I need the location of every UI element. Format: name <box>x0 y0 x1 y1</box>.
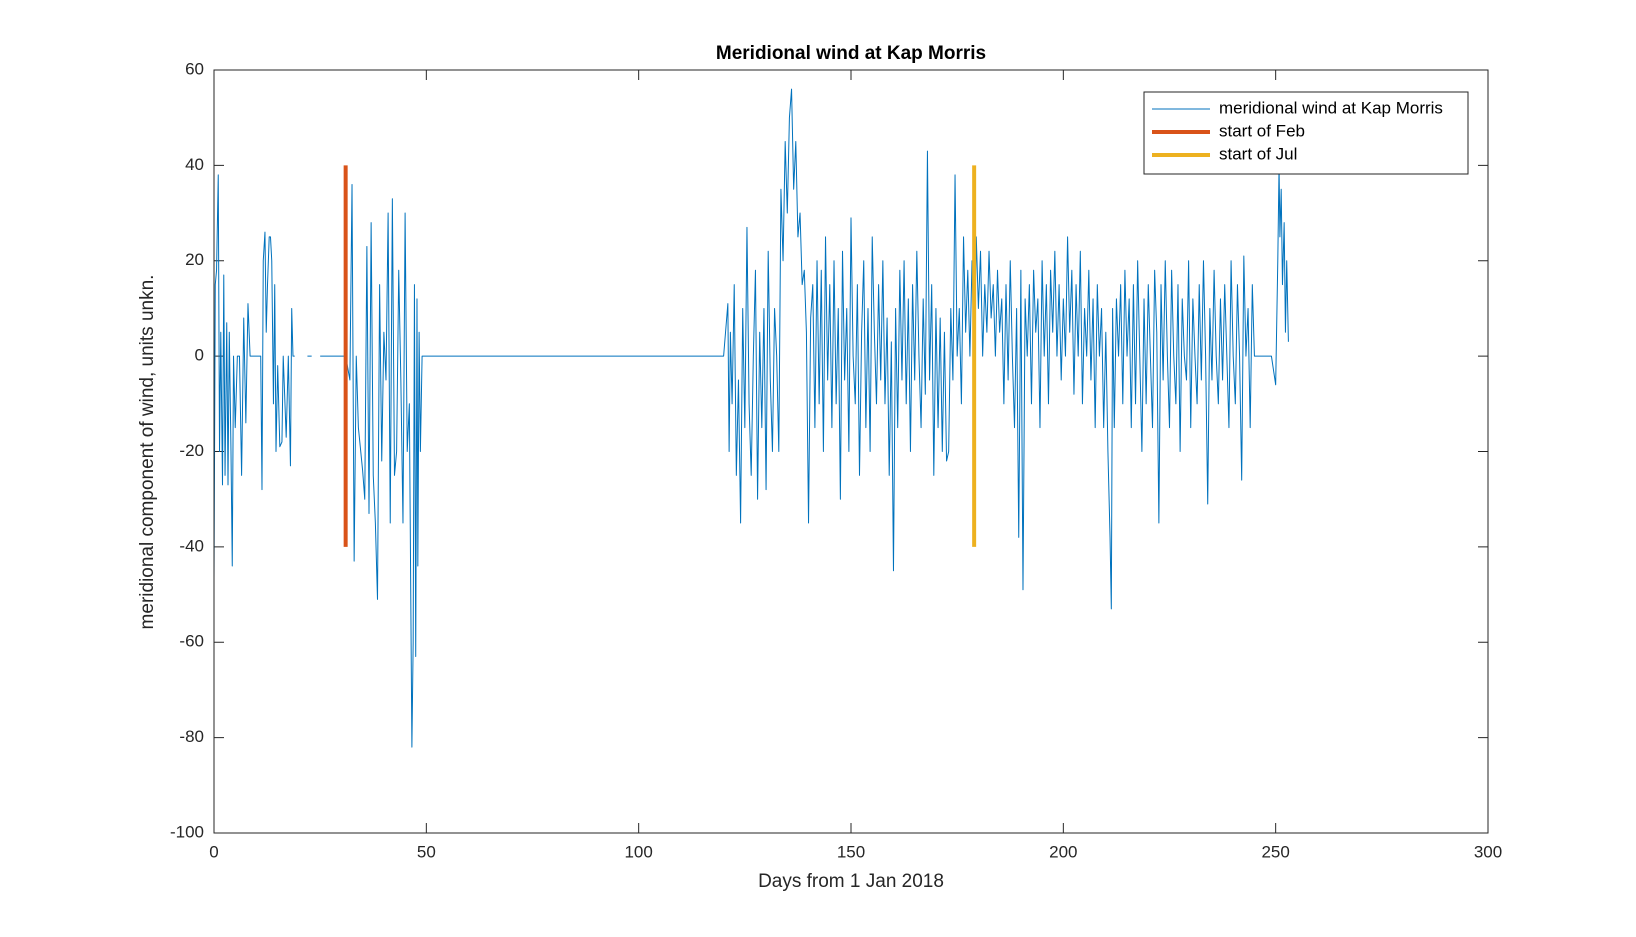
y-tick-label: -40 <box>179 536 204 555</box>
legend-label: start of Jul <box>1219 144 1297 163</box>
y-axis-label: meridional component of wind, units unkn… <box>137 275 158 630</box>
x-tick-label: 200 <box>1049 842 1077 861</box>
x-tick-label: 0 <box>209 842 218 861</box>
legend-label: meridional wind at Kap Morris <box>1219 98 1443 117</box>
y-tick-label: 0 <box>195 346 204 365</box>
y-tick-label: 60 <box>185 59 204 78</box>
y-tick-label: 20 <box>185 250 204 269</box>
x-tick-label: 100 <box>624 842 652 861</box>
series-line <box>213 88 1289 748</box>
plot-area <box>214 70 1488 833</box>
axes-box <box>213 69 1489 834</box>
x-tick-label: 50 <box>417 842 436 861</box>
x-tick-label: 150 <box>837 842 865 861</box>
y-tick-label: -20 <box>179 441 204 460</box>
legend: meridional wind at Kap Morris start of Fe… <box>1143 91 1469 175</box>
chart-title: Meridional wind at Kap Morris <box>716 43 986 64</box>
x-tick-label: 250 <box>1261 842 1289 861</box>
y-tick-label: -100 <box>170 822 204 841</box>
x-tick-label: 300 <box>1474 842 1502 861</box>
legend-label: start of Feb <box>1219 121 1305 140</box>
y-tick-label: -80 <box>179 727 204 746</box>
y-tick-label: -60 <box>179 632 204 651</box>
y-tick-label: 40 <box>185 155 204 174</box>
x-axis-label: Days from 1 Jan 2018 <box>758 871 944 892</box>
